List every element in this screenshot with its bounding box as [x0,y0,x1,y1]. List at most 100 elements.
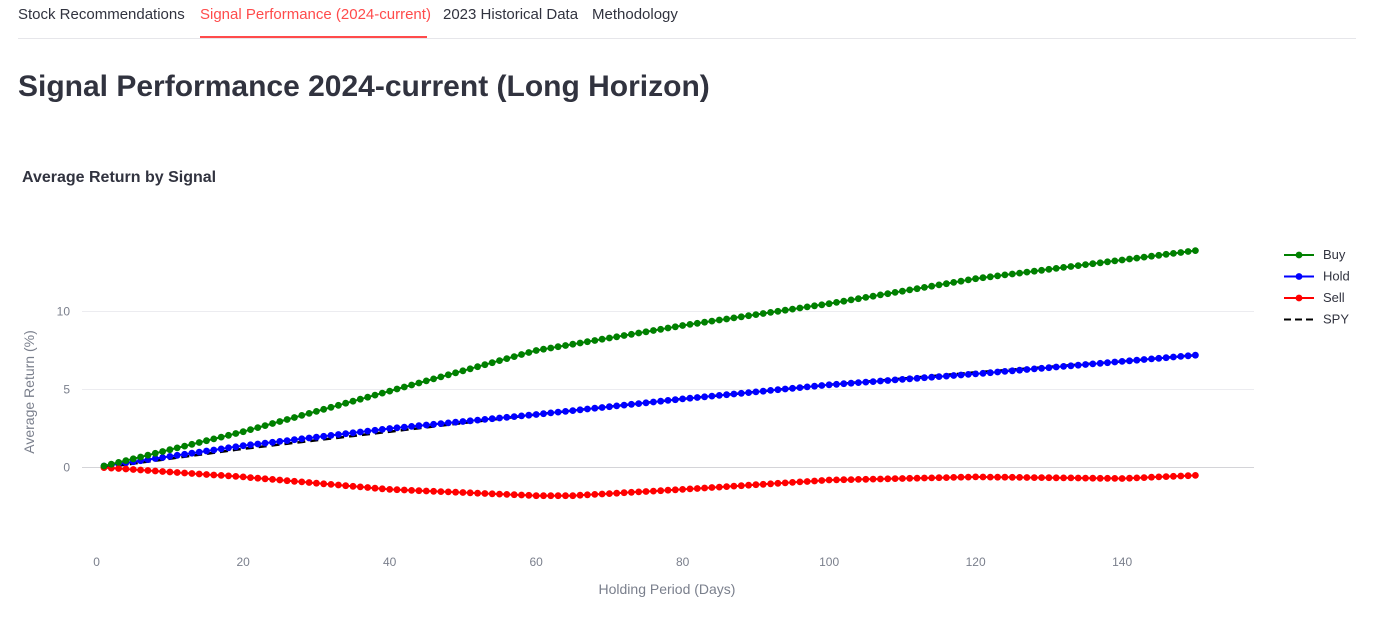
buy-point [364,393,372,401]
sell-point [986,473,994,481]
hold-point [950,372,958,379]
gridlines [82,310,1254,469]
sell-point [1155,473,1163,481]
tab-methodology[interactable]: Methodology [592,6,678,23]
buy-point [166,446,174,454]
sell-point [547,492,555,500]
sell-point [569,492,577,500]
hold-point [994,368,1001,376]
sell-point [1082,474,1089,482]
hold-point [1126,357,1133,365]
series-hold [100,351,1199,470]
hold-point [899,376,906,383]
buy-point [291,414,298,421]
sell-point [935,474,943,482]
buy-point [349,397,357,405]
legend-item-sell[interactable]: Sell [1284,290,1345,305]
buy-point [686,321,694,328]
buy-point [840,297,848,305]
buy-point [356,395,364,403]
sell-point [701,484,708,492]
hold-point [151,455,159,462]
hold-point [781,385,789,393]
sell-point [891,475,899,482]
buy-point [415,379,423,387]
x-tick-label: 60 [529,555,543,569]
sell-point [767,480,774,488]
y-axis-ticks: 0 5 10 [57,304,71,474]
sell-point [796,478,804,486]
legend-item-spy[interactable]: SPY [1284,312,1349,327]
buy-point [569,340,577,348]
sell-point [598,490,606,498]
hold-point [1162,354,1170,362]
buy-point [921,284,928,291]
buy-point [107,460,115,468]
sell-point [774,479,782,487]
hold-point [1148,355,1155,363]
sell-point [122,465,130,473]
buy-point [547,344,555,352]
sell-point [349,482,357,490]
buy-point [606,334,613,342]
sell-point [173,469,181,476]
sell-point [283,477,291,485]
hold-point [613,402,621,410]
legend-item-buy[interactable]: Buy [1284,247,1346,262]
sell-point [144,467,152,474]
buy-point [752,311,760,318]
y-tick-label: 10 [57,304,71,318]
buy-point [1155,251,1163,259]
buy-point [562,342,569,349]
legend-marker [1295,251,1303,259]
buy-point [957,277,965,285]
hold-point [833,380,840,388]
hold-point [884,377,892,384]
buy-point [261,422,269,429]
hold-point [269,438,276,446]
buy-point [759,310,767,317]
sell-point [203,471,210,478]
buy-point [129,455,137,463]
hold-point [1096,359,1104,367]
buy-point [137,453,145,461]
sell-point [606,490,613,497]
sell-point [576,491,584,499]
hold-point [1170,353,1177,361]
buy-point [115,459,122,466]
tab-stock-recommendations[interactable]: Stock Recommendations [18,6,185,23]
buy-point [591,337,599,344]
buy-point [269,420,276,427]
tab-signal-performance[interactable]: Signal Performance (2024-current) [200,6,431,23]
buy-point [239,428,247,436]
sell-point [1148,473,1155,481]
sell-point [335,481,342,489]
sell-point [803,478,811,485]
buy-point [305,410,313,417]
hold-point [400,423,408,431]
hold-point [1008,367,1016,375]
sell-point [129,466,137,473]
x-tick-label: 120 [966,555,986,569]
sell-point [430,487,437,495]
hold-point [972,370,979,378]
hold-point [650,398,657,406]
sell-point [913,474,921,482]
legend-item-hold[interactable]: Hold [1284,269,1350,284]
tab-2023-historical-data[interactable]: 2023 Historical Data [443,6,579,23]
hold-point [606,403,613,411]
buy-point [774,307,782,315]
legend-marker [1295,294,1303,302]
buy-point [466,365,474,373]
sell-point [811,477,818,485]
sell-point [276,476,284,484]
hold-point [767,387,774,394]
buy-point [481,361,489,369]
legend-label: Buy [1323,247,1346,262]
sell-point [1023,474,1031,481]
sell-point [408,487,415,494]
buy-point [510,353,518,360]
buy-point [679,322,686,329]
sell-point [474,489,481,497]
hold-point [1060,363,1067,370]
